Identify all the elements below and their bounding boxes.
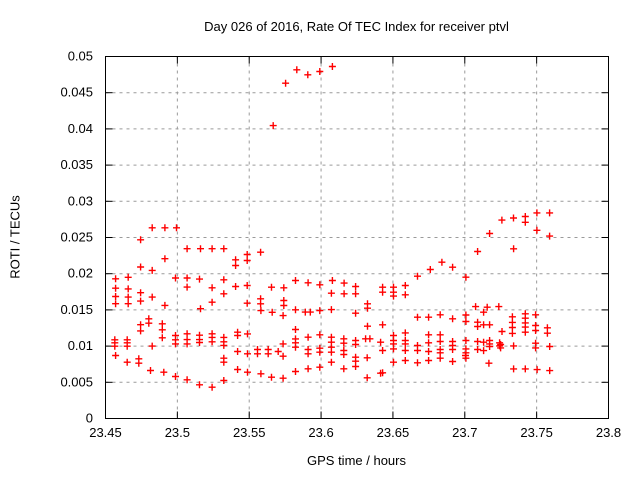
y-tick-label: 0.035 [60, 157, 93, 172]
y-tick-label: 0.025 [60, 230, 93, 245]
y-tick-label: 0.01 [68, 338, 93, 353]
y-tick-label: 0.03 [68, 193, 93, 208]
x-tick-label: 23.5 [165, 425, 190, 440]
x-tick-label: 23.65 [377, 425, 410, 440]
y-tick-label: 0 [86, 411, 93, 426]
y-tick-label: 0.015 [60, 302, 93, 317]
y-tick-label: 0.005 [60, 374, 93, 389]
x-tick-label: 23.45 [89, 425, 122, 440]
x-tick-label: 23.6 [308, 425, 333, 440]
x-tick-label: 23.7 [452, 425, 477, 440]
y-tick-label: 0.05 [68, 49, 93, 64]
x-axis-label: GPS time / hours [307, 453, 406, 468]
x-tick-label: 23.55 [233, 425, 266, 440]
x-tick-label: 23.75 [520, 425, 553, 440]
y-tick-label: 0.04 [68, 121, 93, 136]
y-axis-label: ROTI / TECUs [7, 195, 23, 279]
y-tick-label: 0.02 [68, 266, 93, 281]
data-points [111, 63, 554, 391]
chart-title: Day 026 of 2016, Rate Of TEC Index for r… [204, 19, 509, 34]
y-tick-label: 0.045 [60, 85, 93, 100]
x-tick-label: 23.8 [596, 425, 621, 440]
